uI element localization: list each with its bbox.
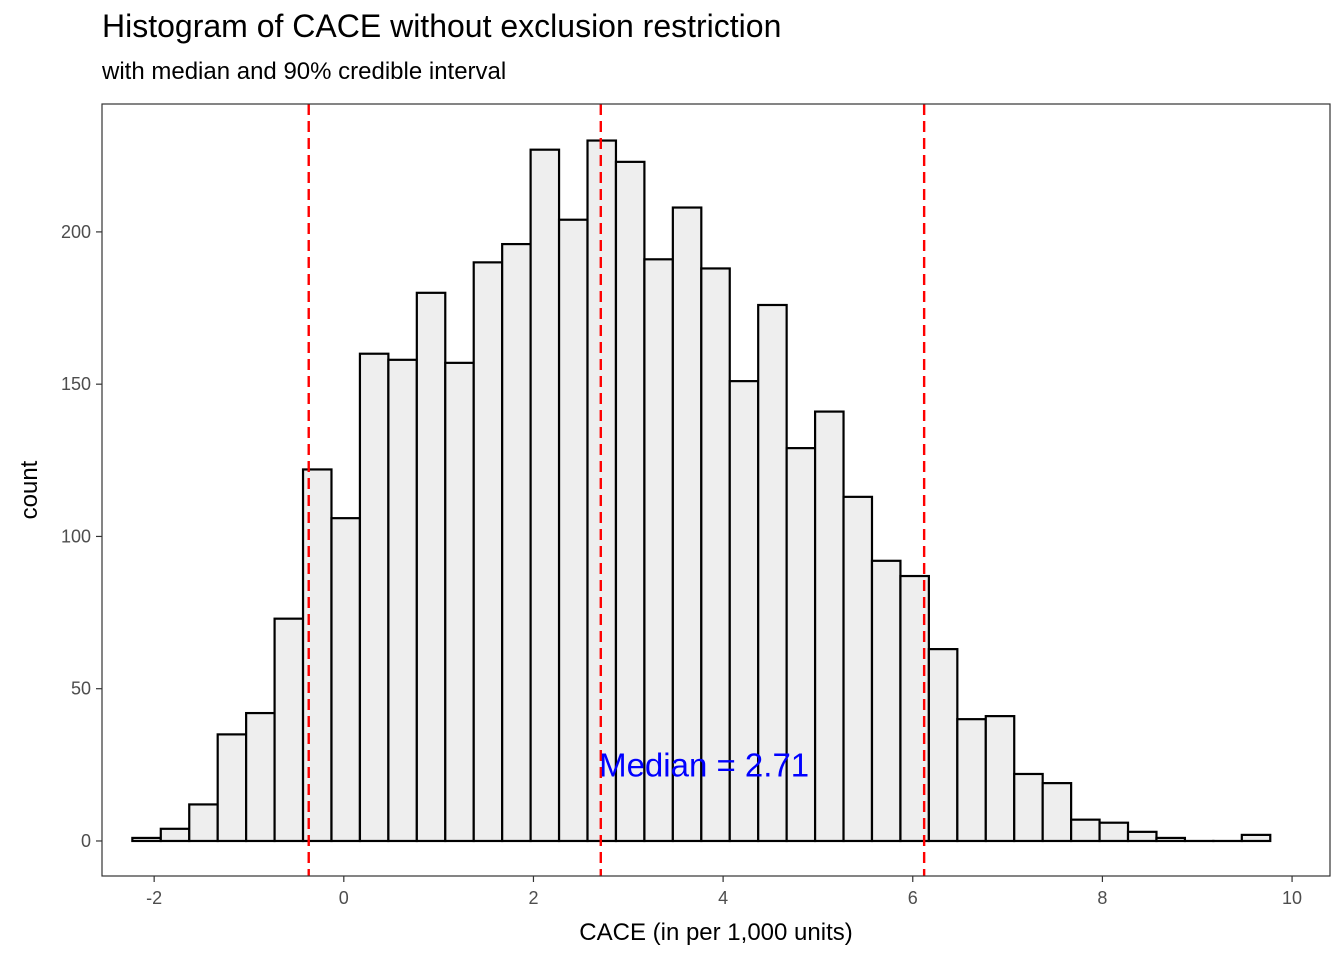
histogram-bar (1155, 836, 1187, 843)
histogram-bar (1098, 821, 1130, 843)
y-tick-label: 150 (61, 374, 91, 394)
histogram-bar (1240, 833, 1272, 843)
histogram-bar (387, 358, 418, 843)
histogram-bar (216, 733, 248, 843)
x-tick-label: 0 (339, 888, 349, 908)
x-tick-label: 2 (528, 888, 538, 908)
y-axis-title: count (16, 460, 43, 519)
x-tick-label: 6 (908, 888, 918, 908)
histogram-bar (188, 803, 219, 843)
chart-title: Histogram of CACE without exclusion rest… (102, 8, 782, 44)
histogram-bar (757, 303, 788, 843)
histogram-bar (956, 718, 987, 843)
histogram-bar (444, 361, 475, 843)
histogram-bar (614, 160, 646, 843)
x-tick-label: 8 (1097, 888, 1107, 908)
y-tick-label: 0 (81, 831, 91, 851)
histogram-bar (501, 242, 532, 843)
histogram-bars (131, 139, 1272, 843)
reference-lines (307, 104, 926, 876)
histogram-bar (813, 410, 845, 843)
histogram-bar (273, 617, 305, 843)
histogram-bar (927, 648, 959, 843)
x-tick-label: -2 (146, 888, 162, 908)
histogram-bar (131, 836, 162, 843)
x-tick-label: 4 (718, 888, 728, 908)
histogram-bar (330, 517, 362, 843)
x-tick-label: 10 (1282, 888, 1302, 908)
histogram-bar (785, 447, 817, 843)
x-axis-title: CACE (in per 1,000 units) (579, 919, 852, 946)
y-tick-label: 50 (71, 679, 91, 699)
histogram-bar (1070, 818, 1101, 843)
histogram-bar (529, 148, 561, 843)
histogram-bar (358, 352, 390, 843)
histogram-bar (842, 495, 874, 843)
y-axis: 0 50 100 150 200 (61, 222, 102, 851)
histogram-bar (159, 827, 191, 843)
histogram-bar (1041, 782, 1073, 843)
chart-subtitle: with median and 90% credible interval (102, 58, 507, 85)
histogram-bar (301, 468, 333, 843)
y-tick-label: 200 (61, 222, 91, 242)
histogram-bar (728, 380, 760, 843)
panel-border (101, 103, 1331, 877)
histogram-bar (415, 291, 447, 843)
histogram-bar (1013, 772, 1044, 843)
histogram-bar (984, 715, 1016, 843)
y-tick-label: 100 (61, 526, 91, 546)
histogram-bar (1126, 830, 1158, 843)
x-axis: -2 0 2 4 6 8 10 (146, 876, 1302, 908)
histogram-bar (700, 267, 731, 843)
histogram-bar (557, 218, 589, 843)
median-annotation: Median = 2.71 (599, 747, 809, 784)
histogram-bar (245, 711, 276, 843)
histogram-bar (472, 261, 504, 843)
histogram-bar (870, 559, 902, 843)
